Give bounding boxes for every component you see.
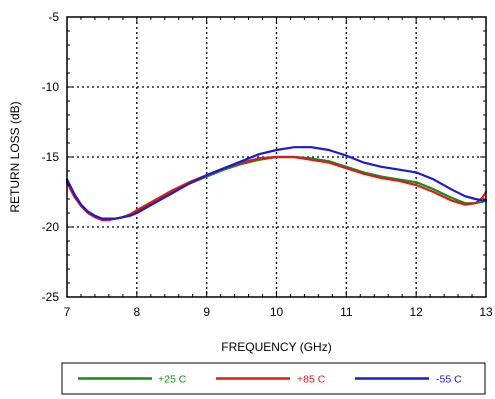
series-line: [65, 146, 488, 220]
x-tick-label: 8: [133, 305, 140, 319]
y-tick-label: -10: [42, 80, 60, 94]
y-tick-label: -20: [42, 220, 60, 234]
legend-label: +85 C: [297, 374, 326, 386]
x-tick-label: 9: [203, 305, 210, 319]
x-tick-label: 12: [409, 305, 423, 319]
series-line: [65, 155, 488, 222]
legend: +25 C +85 C -55 C: [61, 362, 486, 395]
y-tick-label: -25: [42, 290, 60, 304]
y-tick-label: -5: [48, 10, 59, 24]
legend-label: +25 C: [158, 374, 187, 386]
legend-label: -55 C: [436, 374, 462, 386]
x-tick-label: 7: [64, 305, 71, 319]
y-tick-labels: -5 -10 -15 -20 -25: [42, 10, 60, 304]
x-tick-label: 13: [479, 305, 493, 319]
x-axis-title: FREQUENCY (GHz): [221, 340, 331, 354]
x-tick-label: 11: [340, 305, 353, 319]
grid-lines: [67, 17, 486, 297]
x-tick-label: 10: [270, 305, 284, 319]
x-tick-labels: 7 8 9 10 11 12 13: [64, 305, 493, 319]
y-axis-title: RETURN LOSS (dB): [8, 101, 22, 212]
tick-marks: [66, 16, 487, 298]
y-tick-label: -15: [42, 150, 60, 164]
series-lines: [65, 146, 488, 222]
